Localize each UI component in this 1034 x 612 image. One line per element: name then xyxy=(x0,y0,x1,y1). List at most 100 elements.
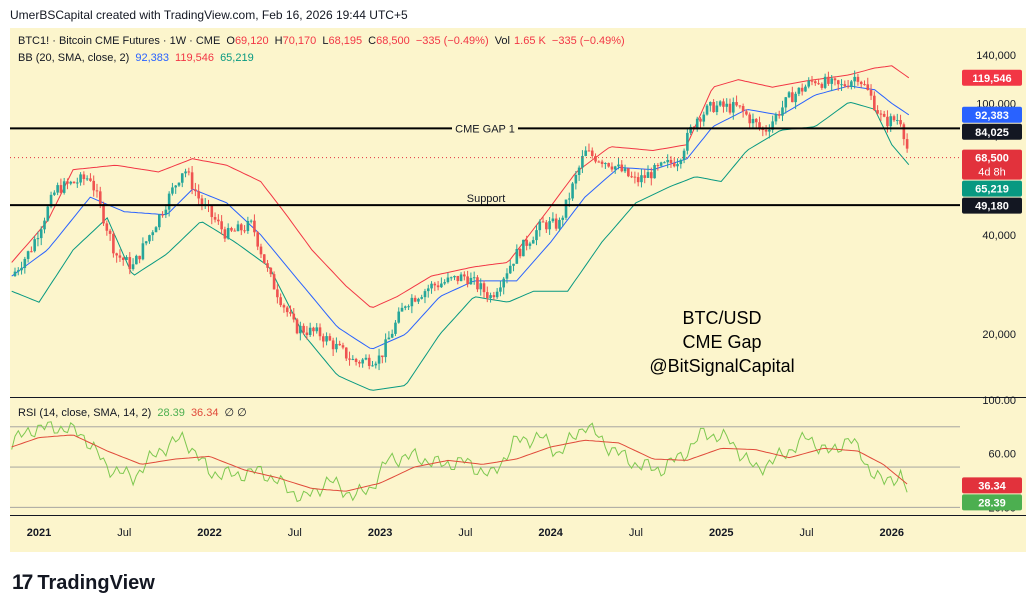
candle-body xyxy=(13,271,17,277)
candle-body xyxy=(561,217,565,220)
candle-body xyxy=(617,164,620,167)
candle-body xyxy=(285,307,289,313)
candle-body xyxy=(892,116,896,121)
candle-body xyxy=(105,223,109,231)
candle-body xyxy=(695,118,699,128)
candle-body xyxy=(531,240,535,244)
candle-body xyxy=(371,365,374,367)
candle-body xyxy=(230,227,233,231)
chart-canvas[interactable]: CME GAP 1 Support BTC/USD CME Gap @BitSignal… xyxy=(10,28,1026,552)
candle-body xyxy=(613,166,617,170)
candle-body xyxy=(305,332,309,335)
tradingview-wordmark: TradingView xyxy=(37,571,155,594)
candle-body xyxy=(528,243,532,246)
candle-body xyxy=(905,139,909,149)
bb-upper-value: 119,546 xyxy=(175,52,214,64)
candle-body xyxy=(807,80,811,87)
candle-body xyxy=(158,214,161,228)
chart-title-line-1: BTC/USD xyxy=(682,308,761,328)
candle-body xyxy=(554,218,558,229)
candle-body xyxy=(715,105,719,113)
time-tick-label: Jul xyxy=(117,527,131,539)
ohlc-close: C68,500 xyxy=(368,35,410,47)
candle-body xyxy=(289,312,292,314)
chart-panel[interactable]: CME GAP 1 Support BTC/USD CME Gap @BitSignal… xyxy=(10,28,1026,552)
candle-body xyxy=(125,257,128,260)
candle-body xyxy=(728,103,732,113)
candle-body xyxy=(367,357,371,366)
candle-body xyxy=(98,191,102,205)
candle-body xyxy=(745,111,748,115)
candle-body xyxy=(754,118,758,123)
candle-body xyxy=(597,161,601,163)
candle-body xyxy=(590,150,594,156)
price-legend[interactable]: BTC1! · Bitcoin CME Futures · 1W · CME O… xyxy=(18,35,628,47)
candle-body xyxy=(489,295,492,298)
candle-body xyxy=(649,172,653,179)
rsi-extra: ∅ ∅ xyxy=(224,407,247,419)
candle-body xyxy=(141,243,145,260)
candle-body xyxy=(722,101,725,107)
candle-body xyxy=(895,120,899,122)
candle-body xyxy=(840,84,843,86)
candle-body xyxy=(364,357,368,360)
candle-body xyxy=(128,257,132,270)
candle-body xyxy=(223,229,227,239)
candle-body xyxy=(381,355,384,358)
candle-body xyxy=(636,177,640,183)
candle-body xyxy=(56,185,59,193)
candle-body xyxy=(456,275,460,282)
candle-body xyxy=(607,163,610,167)
time-tick-label: Jul xyxy=(799,527,813,539)
rsi-ma-legend-value: 36.34 xyxy=(190,407,219,419)
tradingview-logo-icon: 17 xyxy=(12,571,33,594)
rsi-tick-label: 60.00 xyxy=(988,449,1016,461)
candle-body xyxy=(453,275,456,278)
candle-body xyxy=(49,194,53,207)
candle-body xyxy=(577,167,581,175)
candle-body xyxy=(738,105,742,107)
candle-body xyxy=(682,150,686,161)
candle-body xyxy=(85,178,89,180)
bb-legend[interactable]: BB (20, SMA, close, 2) 92,383 119,546 65… xyxy=(18,52,257,64)
candle-body xyxy=(259,246,263,255)
candle-body xyxy=(705,105,709,115)
ohlc-high: H70,170 xyxy=(274,35,317,47)
candle-body xyxy=(256,232,260,247)
candle-body xyxy=(66,181,69,184)
time-tick-label: Jul xyxy=(629,527,643,539)
candle-body xyxy=(538,221,542,231)
candle-body xyxy=(161,214,164,216)
candle-body xyxy=(771,121,774,130)
candle-body xyxy=(741,106,745,112)
candle-body xyxy=(387,337,391,340)
price-label-92383-value: 92,383 xyxy=(975,110,1009,122)
candle-body xyxy=(135,255,138,265)
candle-body xyxy=(30,251,33,253)
candle-body xyxy=(535,230,538,241)
candle-body xyxy=(764,130,768,132)
candle-body xyxy=(633,176,637,178)
rsi-legend[interactable]: RSI (14, close, SMA, 14, 2) 28.39 36.34 … xyxy=(18,406,250,419)
candle-body xyxy=(433,283,437,286)
candle-body xyxy=(836,80,840,85)
candle-body xyxy=(627,168,630,177)
candle-body xyxy=(817,83,820,85)
candle-body xyxy=(403,306,407,308)
candle-body xyxy=(479,283,483,290)
candle-body xyxy=(328,336,332,341)
candle-body xyxy=(184,171,187,174)
candle-body xyxy=(676,164,679,167)
candle-body xyxy=(121,257,125,260)
candle-body xyxy=(548,221,551,230)
candle-body xyxy=(377,355,381,364)
candle-body xyxy=(594,155,597,162)
time-tick-label: Jul xyxy=(288,527,302,539)
volume-value: 1.65 K xyxy=(514,35,546,47)
candle-body xyxy=(459,274,463,282)
candle-body xyxy=(856,76,860,82)
candle-body xyxy=(581,155,584,168)
rsi-tag-value: 36.34 xyxy=(978,480,1006,492)
tradingview-logo[interactable]: 17 TradingView xyxy=(12,571,155,595)
support-label: Support xyxy=(467,193,506,205)
